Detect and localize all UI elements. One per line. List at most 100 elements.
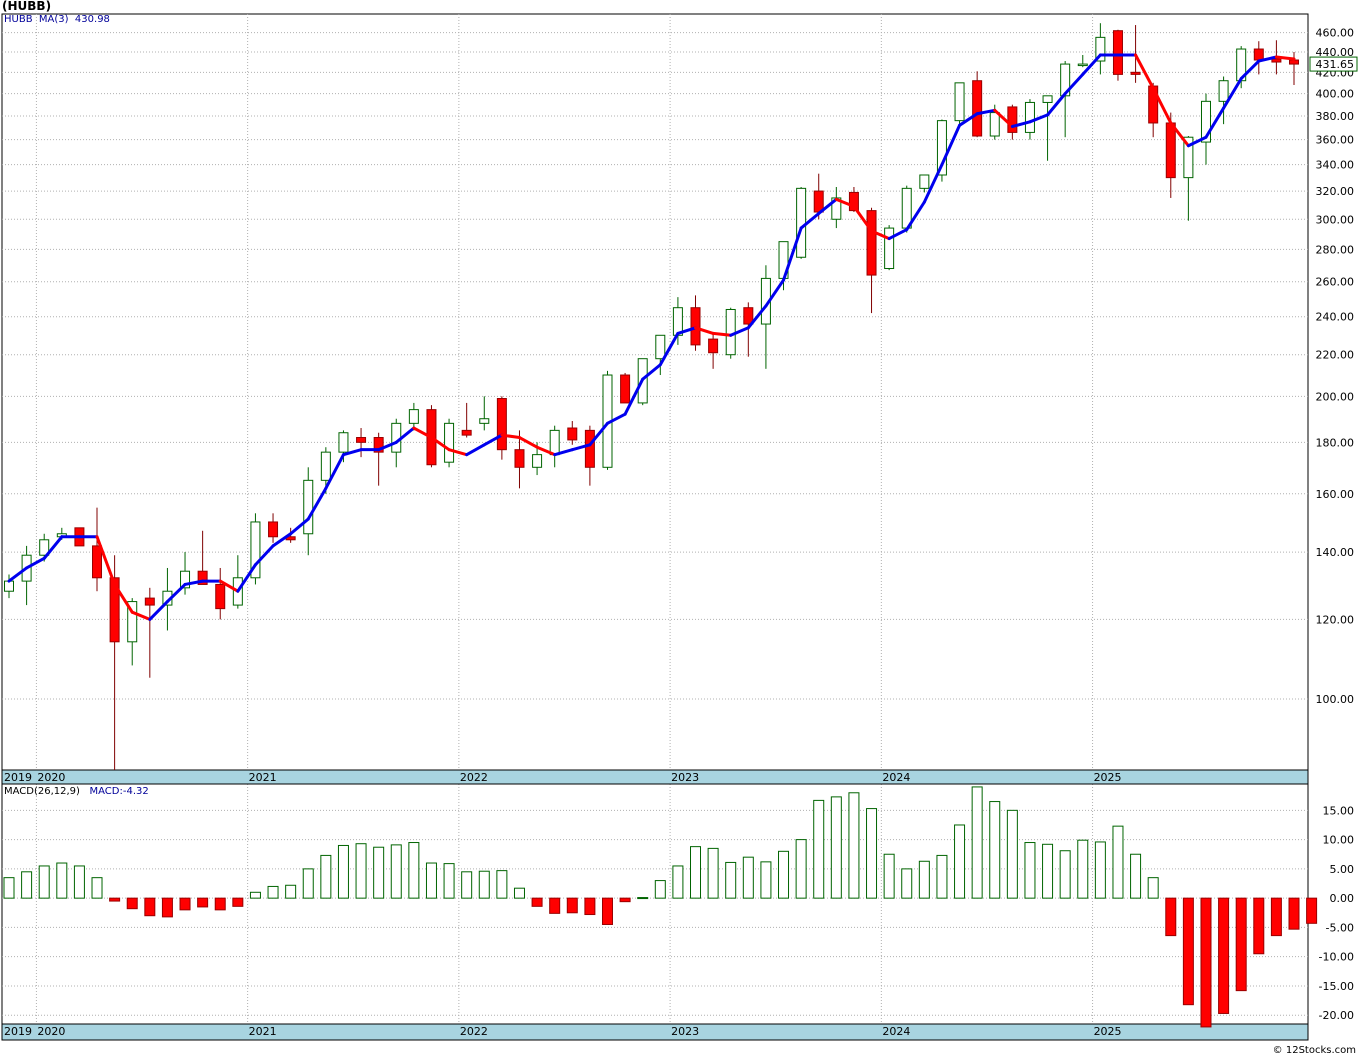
macd-bar xyxy=(73,865,85,899)
ma-segment xyxy=(130,610,152,621)
price-xtick-label: 2024 xyxy=(882,771,910,784)
macd-bar xyxy=(848,792,860,899)
ma-segment xyxy=(1257,55,1278,63)
candle-up xyxy=(725,308,736,356)
macd-bar xyxy=(1130,853,1142,899)
ma-segment xyxy=(870,229,891,241)
ma-segment xyxy=(341,448,363,457)
ma-segment xyxy=(1063,72,1085,96)
candle-down xyxy=(1289,59,1299,65)
price-legend-ma-value: 430.98 xyxy=(74,14,110,25)
ma-segment xyxy=(1046,92,1067,117)
ma-segment xyxy=(412,426,433,440)
price-ytick-label: 300.00 xyxy=(1316,213,1355,226)
candle-up xyxy=(39,539,50,556)
candle-up xyxy=(338,432,349,453)
price-xtick-label: 2020 xyxy=(37,771,65,784)
macd-xtick-label: 2023 xyxy=(671,1025,699,1038)
price-legend-ma: MA(3) xyxy=(38,14,69,25)
macd-ytick-label: 0.00 xyxy=(1330,892,1355,905)
macd-bar xyxy=(1147,877,1159,899)
macd-bar xyxy=(267,885,279,899)
candle-up xyxy=(391,422,402,453)
candle-down xyxy=(215,583,226,610)
ma-segment xyxy=(694,326,715,335)
price-ytick-label: 440.00 xyxy=(1316,46,1355,59)
ma-segment xyxy=(25,556,46,570)
macd-bar xyxy=(1059,850,1071,899)
ma-segment xyxy=(253,544,275,567)
ma-segment xyxy=(588,421,609,447)
ma-segment xyxy=(165,582,187,604)
price-ytick-label: 460.00 xyxy=(1316,27,1355,40)
ma-segment xyxy=(42,535,64,560)
macd-legend: MACD(26,12,9) MACD:-4.32 xyxy=(4,786,149,797)
candle-up xyxy=(796,187,807,258)
macd-bar xyxy=(1270,897,1282,937)
candle-up xyxy=(532,454,543,468)
macd-xtick-label: 2022 xyxy=(460,1025,488,1038)
candle-up xyxy=(408,409,419,424)
macd-bar xyxy=(496,870,508,899)
candle-down xyxy=(1271,58,1282,63)
price-ytick-label: 360.00 xyxy=(1316,134,1355,147)
macd-bar xyxy=(1288,897,1300,930)
macd-ytick-label: 5.00 xyxy=(1330,863,1355,876)
ma-segment xyxy=(271,532,293,548)
macd-legend-value: MACD:-4.32 xyxy=(89,786,149,797)
macd-ytick-label: -10.00 xyxy=(1319,951,1354,964)
price-ytick-label: 260.00 xyxy=(1316,276,1355,289)
candle-up xyxy=(479,418,490,424)
macd-bar xyxy=(584,897,596,916)
macd-bar xyxy=(214,897,226,911)
macd-bar xyxy=(918,860,930,899)
macd-bar xyxy=(179,897,191,911)
macd-bar xyxy=(760,861,772,899)
ma-segment xyxy=(940,123,962,167)
macd-bar xyxy=(1077,839,1089,899)
macd-bar xyxy=(56,862,68,899)
candle-down xyxy=(496,398,507,451)
macd-bar xyxy=(126,897,138,910)
macd-bar xyxy=(637,897,649,900)
macd-bar xyxy=(91,877,103,899)
candle-down xyxy=(866,210,877,276)
macd-bar xyxy=(197,897,209,908)
macd-bar xyxy=(232,897,244,907)
macd-bar xyxy=(1200,897,1212,1028)
candle-up xyxy=(1024,101,1035,133)
macd-xtick-label: 2025 xyxy=(1094,1025,1122,1038)
ma-segment xyxy=(729,326,750,337)
macd-xtick-label: 2020 xyxy=(37,1025,65,1038)
ma-segment xyxy=(570,443,592,452)
macd-xaxis-band xyxy=(1,1023,1309,1041)
macd-bar xyxy=(21,871,33,899)
candle-up xyxy=(1218,80,1229,102)
candle-down xyxy=(708,338,719,354)
macd-bar xyxy=(513,887,525,899)
ma-segment xyxy=(500,433,521,440)
macd-bar xyxy=(1112,825,1124,899)
ma-segment xyxy=(553,448,574,457)
candle-down xyxy=(743,307,754,325)
macd-bar xyxy=(1235,897,1247,992)
macd-ytick-label: -5.00 xyxy=(1326,921,1354,934)
candle-down xyxy=(1112,30,1123,75)
ma-segment xyxy=(289,517,310,536)
price-ytick-label: 280.00 xyxy=(1316,243,1355,256)
candle-up xyxy=(655,334,666,360)
ma-segment xyxy=(993,108,1014,128)
macd-bar xyxy=(461,871,473,899)
ma-segment xyxy=(605,412,627,425)
macd-ytick-label: -15.00 xyxy=(1319,980,1354,993)
ma-segment xyxy=(7,566,29,583)
price-ytick-label: 160.00 xyxy=(1316,488,1355,501)
macd-bar xyxy=(954,824,966,899)
macd-bar xyxy=(144,897,156,917)
macd-bar xyxy=(161,897,173,918)
macd-bar xyxy=(390,844,402,899)
ma-segment xyxy=(218,579,240,593)
macd-bar xyxy=(1094,841,1106,899)
ma-segment xyxy=(447,448,469,457)
